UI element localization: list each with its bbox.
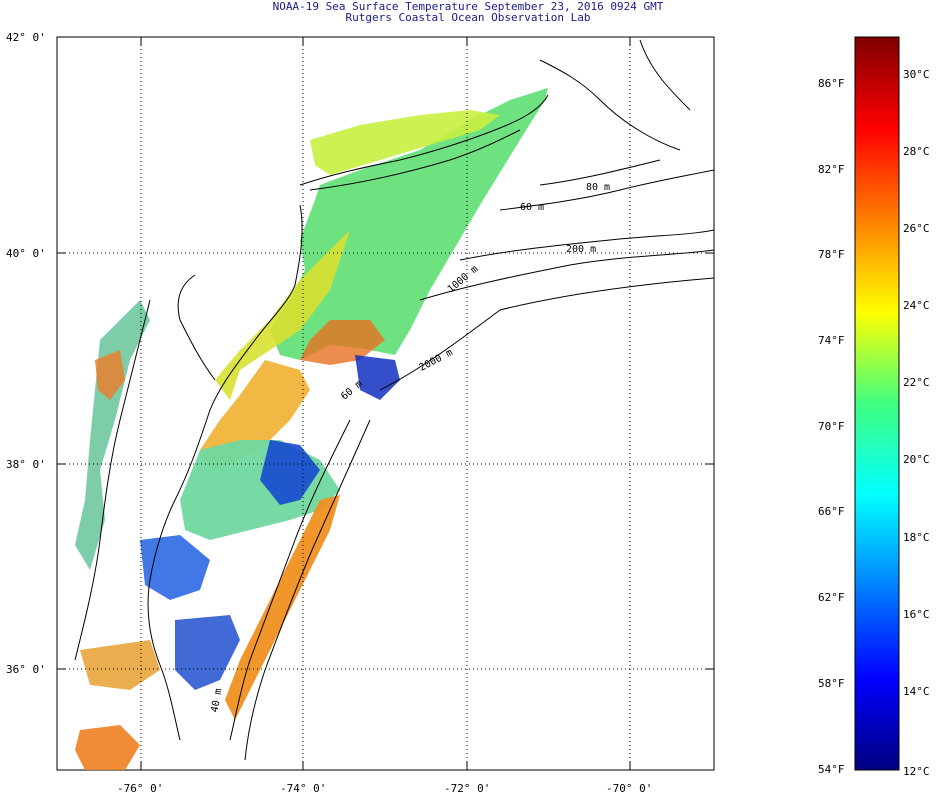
sst-swath-south-cold: [175, 615, 240, 690]
colorbar-c-label: 22°C: [903, 376, 930, 389]
colorbar-c-label: 26°C: [903, 222, 930, 235]
long-island: [309, 129, 521, 191]
colorbar-c-label: 28°C: [903, 145, 930, 158]
sst-swath-warm-core: [300, 320, 385, 365]
map-title: NOAA-19 Sea Surface Temperature Septembe…: [272, 0, 664, 13]
lon-label-72: -72° 0': [444, 782, 491, 795]
colorbar-c-label: 18°C: [903, 531, 930, 544]
sst-swath-delmarva: [200, 360, 310, 470]
colorbar-c-label: 30°C: [903, 68, 930, 81]
map-subtitle: Rutgers Coastal Ocean Observation Lab: [345, 11, 591, 24]
sst-swath-cold-patch-1: [260, 440, 320, 505]
sst-swath-sw: [140, 535, 210, 600]
contour-label: 200 m: [566, 244, 597, 255]
colorbar-f-label: 54°F: [818, 763, 845, 776]
contour-shelf-south: [229, 419, 351, 741]
sst-swath-cold-patch-2: [355, 355, 400, 400]
chesapeake-west-shore: [74, 299, 151, 661]
lon-label-74: -74° 0': [280, 782, 327, 795]
contour-80m: [539, 159, 661, 186]
colorbar: [854, 36, 900, 771]
frame-ticks: [57, 36, 714, 770]
graticule: [57, 37, 714, 770]
contour-1000m: [419, 249, 714, 301]
lat-label-42: 42° 0': [6, 31, 46, 44]
colorbar-c-label: 14°C: [903, 685, 930, 698]
sst-chesapeake: [75, 300, 150, 570]
colorbar-f-label: 74°F: [818, 334, 845, 347]
delaware-bay: [177, 274, 216, 381]
sst-albemarle: [80, 640, 160, 690]
map-frame: [56, 36, 715, 771]
contour-60m: [499, 169, 714, 211]
lat-label-36: 36° 0': [6, 663, 46, 676]
sst-sw-corner: [75, 725, 140, 770]
sst-swath-north-yellow: [310, 110, 500, 175]
contour-label: 80 m: [586, 182, 611, 193]
coastline: [147, 94, 549, 741]
contour-shelf-south-2: [244, 419, 371, 761]
contour-label: 60 m: [520, 202, 545, 213]
colorbar-f-label: 58°F: [818, 677, 845, 690]
sst-chesapeake-warm: [95, 350, 125, 400]
colorbar-c-label: 12°C: [903, 765, 930, 778]
cape-cod: [639, 39, 691, 111]
sst-swath-nj: [215, 230, 350, 400]
colorbar-f-label: 86°F: [818, 77, 845, 90]
colorbar-f-label: 62°F: [818, 591, 845, 604]
colorbar-c-label: 16°C: [903, 608, 930, 621]
contour-2000m: [379, 277, 714, 391]
colorbar-f-label: 82°F: [818, 163, 845, 176]
colorbar-f-label: 66°F: [818, 505, 845, 518]
colorbar-c-label: 24°C: [903, 299, 930, 312]
new-england-coast: [539, 59, 681, 151]
contour-200m: [459, 229, 714, 261]
lat-label-38: 38° 0': [6, 458, 46, 471]
lon-label-76: -76° 0': [117, 782, 164, 795]
lon-label-70: -70° 0': [606, 782, 653, 795]
sst-swath-north: [270, 88, 548, 360]
lat-label-40: 40° 0': [6, 247, 46, 260]
colorbar-f-label: 70°F: [818, 420, 845, 433]
colorbar-c-label: 20°C: [903, 453, 930, 466]
colorbar-f-label: 78°F: [818, 248, 845, 261]
